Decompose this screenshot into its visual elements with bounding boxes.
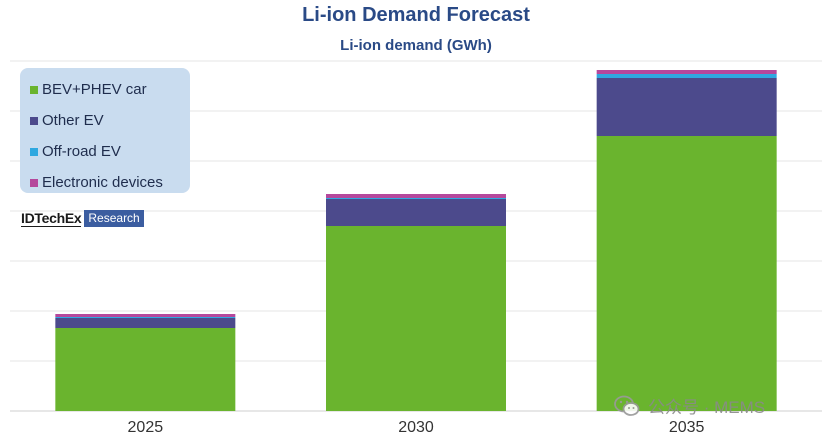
- bar-segment-2025-bev-phev-car: [55, 328, 236, 411]
- bars: [55, 70, 777, 411]
- bar-segment-2035-other-ev: [596, 78, 777, 136]
- legend-item-bev-phev-car: BEV+PHEV car: [30, 74, 190, 105]
- bar-segment-2030-off-road-ev: [326, 198, 506, 199]
- legend: BEV+PHEV car Other EV Off-road EV Electr…: [20, 68, 190, 193]
- legend-label-electronic-devices: Electronic devices: [42, 174, 163, 191]
- x-tick-label-2030: 2030: [398, 419, 434, 436]
- logo-sub-text: Research: [84, 210, 144, 227]
- watermark: 公众号 · MEMS: [614, 393, 765, 418]
- logo-main-text: IDTechEx: [21, 209, 82, 227]
- bar-segment-2035-off-road-ev: [596, 74, 777, 78]
- bar-segment-2030-other-ev: [326, 199, 506, 226]
- bar-segment-2035-electronic-devices: [596, 70, 777, 74]
- legend-item-off-road-ev: Off-road EV: [30, 136, 190, 167]
- bar-segment-2025-electronic-devices: [55, 314, 236, 317]
- chart-subtitle: Li-ion demand (GWh): [340, 37, 492, 54]
- chart-title: Li-ion Demand Forecast: [302, 4, 530, 26]
- bar-segment-2030-bev-phev-car: [326, 226, 506, 411]
- legend-item-other-ev: Other EV: [30, 105, 190, 136]
- bar-segment-2025-off-road-ev: [55, 317, 236, 318]
- bar-segment-2025-other-ev: [55, 318, 236, 328]
- legend-label-other-ev: Other EV: [42, 112, 104, 129]
- legend-swatch-electronic-devices: [30, 178, 38, 187]
- legend-label-off-road-ev: Off-road EV: [42, 143, 121, 160]
- wechat-icon: [614, 395, 640, 416]
- idtechex-logo: IDTechEx Research: [21, 209, 144, 228]
- legend-swatch-other-ev: [30, 116, 38, 125]
- x-tick-labels: 2025 2030 2035: [128, 419, 705, 436]
- bar-segment-2030-electronic-devices: [326, 194, 506, 198]
- legend-label-bev-phev-car: BEV+PHEV car: [42, 81, 147, 98]
- bar-segment-2035-bev-phev-car: [596, 136, 777, 411]
- watermark-text: 公众号 · MEMS: [648, 398, 766, 417]
- legend-swatch-off-road-ev: [30, 147, 38, 156]
- legend-swatch-bev-phev-car: [30, 85, 38, 94]
- x-tick-label-2035: 2035: [669, 419, 705, 436]
- x-tick-label-2025: 2025: [128, 419, 164, 436]
- legend-item-electronic-devices: Electronic devices: [30, 167, 190, 198]
